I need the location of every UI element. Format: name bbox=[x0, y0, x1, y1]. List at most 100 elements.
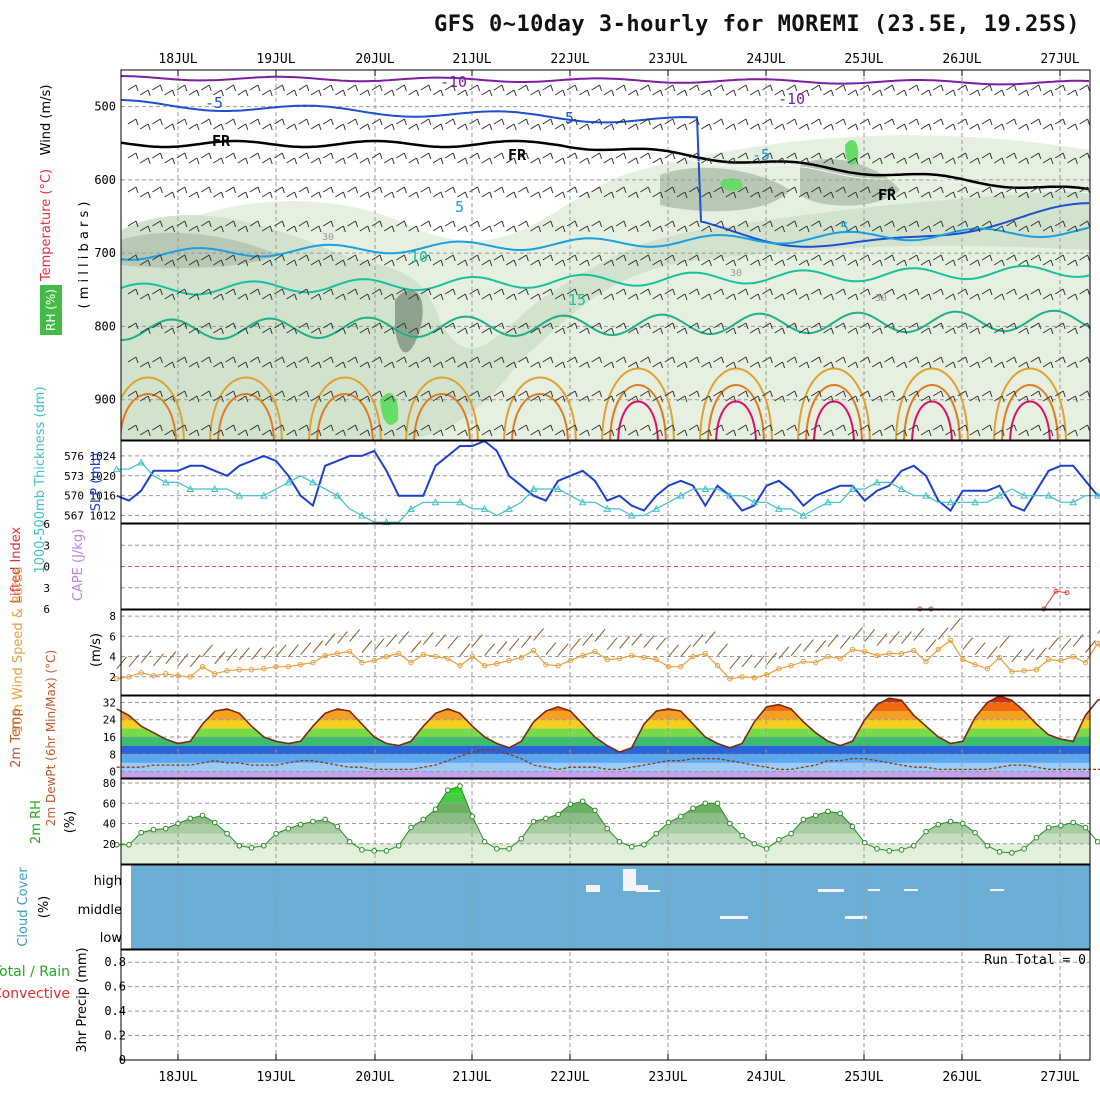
wind-barb bbox=[1030, 254, 1040, 261]
wind-barb-flag bbox=[355, 84, 359, 92]
wind-barb-flag bbox=[965, 424, 969, 432]
wind-barb-flag bbox=[440, 89, 444, 97]
wind-barb-flag bbox=[635, 361, 639, 369]
wind-barb bbox=[335, 395, 344, 402]
wind-barb-flag bbox=[489, 395, 493, 403]
wind-barb bbox=[932, 390, 942, 397]
rh-point bbox=[530, 818, 537, 825]
wind-barb-flag bbox=[452, 424, 456, 432]
wind-barb bbox=[530, 293, 539, 300]
wind-barb bbox=[786, 152, 796, 159]
wind-barb-flag bbox=[513, 293, 517, 301]
wind-barb-flag bbox=[428, 322, 432, 330]
wind-barb bbox=[969, 361, 979, 368]
wind-barb-flag bbox=[440, 157, 444, 165]
wind-barb bbox=[920, 293, 930, 300]
wind-barb bbox=[847, 89, 857, 96]
wind-barb-flag bbox=[464, 429, 468, 437]
wind-barb-flag bbox=[952, 259, 956, 267]
wind-barb-flag bbox=[696, 424, 700, 432]
wind-barb bbox=[213, 225, 222, 232]
wind-barb bbox=[810, 254, 820, 261]
wind-barb-flag bbox=[782, 361, 786, 369]
wind-barb bbox=[420, 390, 430, 397]
wind-barb-flag bbox=[306, 84, 310, 92]
wind-barb bbox=[383, 123, 393, 130]
wind-barb-flag bbox=[599, 186, 603, 194]
wind-barb bbox=[1042, 327, 1052, 334]
wind-barb-flag bbox=[928, 191, 932, 199]
wind-barb bbox=[701, 123, 710, 130]
rh-point bbox=[1021, 846, 1027, 852]
wind-barb bbox=[188, 395, 198, 402]
wind-barb bbox=[884, 424, 893, 431]
wind-barb bbox=[176, 152, 186, 159]
wind-barb bbox=[1054, 186, 1064, 193]
wind-barb bbox=[347, 186, 356, 193]
wind-barb-flag bbox=[257, 424, 261, 432]
wind-barb-flag bbox=[806, 395, 810, 403]
wind10-barb bbox=[300, 642, 312, 655]
wind-barb bbox=[713, 152, 722, 159]
wind-barb-flag bbox=[1013, 424, 1017, 432]
wind-barb-flag bbox=[1001, 157, 1005, 165]
wind-barb bbox=[518, 254, 527, 261]
wind-barb bbox=[554, 89, 564, 96]
wind10-barb bbox=[508, 638, 520, 651]
wind-barb-flag bbox=[477, 254, 481, 262]
wind-barb bbox=[1079, 220, 1088, 227]
wind-barb-flag bbox=[843, 118, 847, 126]
wind-barb bbox=[432, 361, 442, 368]
wind-barb-flag bbox=[891, 118, 895, 126]
wind-barb-flag bbox=[647, 152, 651, 160]
wind-barb bbox=[627, 123, 637, 130]
slp-tick-label: 1012 bbox=[90, 510, 117, 523]
wind-barb-flag bbox=[696, 254, 700, 262]
wind-barb bbox=[298, 356, 308, 363]
wind-barb bbox=[859, 254, 869, 261]
wind-barb bbox=[762, 152, 771, 159]
wind-barb-flag bbox=[379, 322, 383, 330]
wind-barb-flag bbox=[952, 157, 956, 165]
wind-barb bbox=[945, 157, 954, 164]
contour-label: 30 bbox=[730, 268, 742, 279]
wind-barb bbox=[444, 424, 454, 431]
wind-barb-flag bbox=[757, 429, 761, 437]
thickness-marker bbox=[309, 478, 317, 486]
wind-barb bbox=[615, 424, 625, 431]
wind-barb bbox=[945, 429, 954, 436]
wind-barb-flag bbox=[818, 118, 822, 126]
wind-barb-flag bbox=[269, 361, 273, 369]
wind-barb bbox=[139, 89, 149, 96]
temp-band bbox=[121, 745, 1090, 755]
wind-barb-flag bbox=[684, 225, 688, 233]
wind-barb-flag bbox=[879, 429, 883, 437]
wind-barb-flag bbox=[1062, 390, 1066, 398]
wind-barb bbox=[237, 259, 247, 266]
wind10-point bbox=[371, 657, 377, 664]
rh-point bbox=[628, 843, 635, 850]
rh-point bbox=[236, 842, 243, 849]
wind-barb bbox=[383, 327, 393, 334]
wind-barb-flag bbox=[1026, 429, 1030, 437]
rh-point bbox=[126, 841, 132, 848]
wind-barb bbox=[896, 123, 905, 130]
wind-barb-flag bbox=[477, 186, 481, 194]
wind10-point bbox=[898, 650, 905, 657]
wind-barb bbox=[493, 152, 503, 159]
contour-10 bbox=[121, 265, 1090, 296]
wind-barb bbox=[1092, 396, 1100, 401]
wind10-barb bbox=[741, 654, 753, 668]
wind-barb-flag bbox=[867, 322, 871, 330]
wind-barb-flag bbox=[806, 429, 810, 437]
thickness-marker bbox=[701, 484, 710, 493]
date-label-bottom: 20JUL bbox=[355, 1070, 394, 1085]
wind-barb-flag bbox=[769, 322, 773, 330]
wind-barb bbox=[322, 186, 332, 193]
wind-barb-flag bbox=[745, 390, 749, 398]
wind-barb bbox=[505, 293, 515, 300]
wind10-barb bbox=[913, 628, 925, 641]
wind-barb-flag bbox=[184, 356, 188, 364]
wind-barb bbox=[603, 361, 613, 368]
wind-barb bbox=[518, 220, 527, 227]
